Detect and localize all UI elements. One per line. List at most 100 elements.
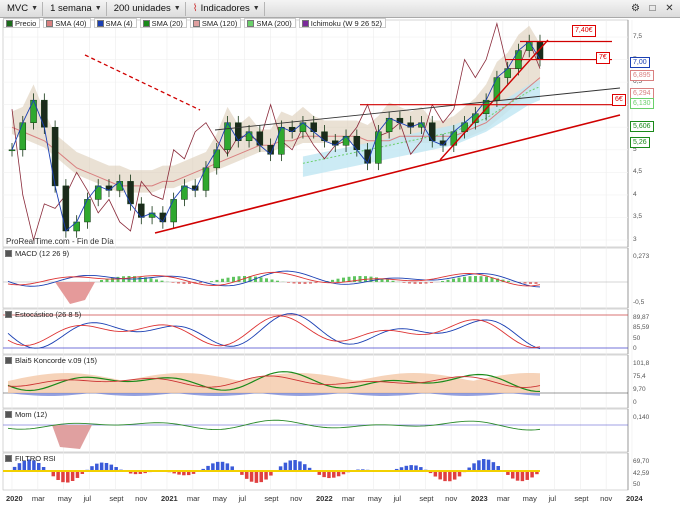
chevron-down-icon: ▼ bbox=[252, 5, 260, 12]
macd-hist-bar bbox=[430, 282, 433, 284]
rsi-bar bbox=[99, 462, 104, 471]
macd-hist-bar bbox=[144, 277, 147, 282]
rsi-bar bbox=[481, 459, 486, 471]
macd-hist-bar bbox=[424, 282, 428, 284]
macd-hist-bar bbox=[441, 280, 444, 282]
rsi-bar bbox=[114, 467, 118, 471]
macd-hist-bar bbox=[485, 276, 488, 282]
indicators-label: Indicadores bbox=[200, 3, 250, 14]
rsi-bar bbox=[419, 467, 423, 471]
legend-swatch bbox=[247, 19, 255, 27]
x-tick-label: 2022 bbox=[316, 494, 333, 503]
maximize-icon[interactable]: □ bbox=[649, 3, 656, 14]
legend-item[interactable]: SMA (20) bbox=[139, 18, 187, 28]
mom-line bbox=[7, 419, 541, 431]
stoch-d-line bbox=[7, 315, 541, 348]
panel-title: FILTRO RSI bbox=[15, 454, 56, 463]
units-selector[interactable]: 200 unidades ▼ bbox=[110, 1, 186, 16]
legend-item[interactable]: SMA (120) bbox=[189, 18, 242, 28]
rsi-bar bbox=[327, 471, 331, 479]
price-value-box: 7,00 bbox=[630, 57, 650, 68]
rsi-bar bbox=[438, 471, 442, 480]
rsi-bar bbox=[288, 460, 293, 471]
legend-swatch bbox=[192, 19, 200, 27]
rsi-bar bbox=[477, 460, 481, 471]
rsi-bar bbox=[254, 471, 259, 483]
price-tick-label: 7,5 bbox=[633, 33, 643, 41]
rsi-bar bbox=[80, 471, 85, 474]
legend-item[interactable]: SMA (200) bbox=[244, 18, 296, 28]
rsi-bar bbox=[399, 467, 404, 471]
legend-item[interactable]: Precio bbox=[3, 18, 41, 28]
rsi-bar bbox=[491, 462, 496, 471]
interval-label: 1 semana bbox=[50, 3, 92, 14]
panel-legend-mom: Mom (12) bbox=[5, 410, 47, 419]
panel-tick-label: 50 bbox=[633, 334, 641, 342]
x-tick-label: 2024 bbox=[626, 494, 643, 503]
rsi-bar bbox=[128, 471, 133, 474]
resistance-line bbox=[214, 87, 621, 131]
x-tick-label: nov bbox=[290, 494, 303, 503]
sma200-line bbox=[302, 86, 541, 164]
rsi-bar bbox=[303, 464, 307, 471]
macd-hist-bar bbox=[496, 278, 499, 282]
rsi-bar bbox=[66, 471, 70, 483]
rsi-bar bbox=[336, 471, 341, 477]
macd-hist-bar bbox=[149, 278, 153, 282]
panel-title: Blai5 Koncorde v.09 (15) bbox=[15, 356, 97, 365]
price-value-box: 6,130 bbox=[630, 98, 654, 109]
rsi-bar bbox=[32, 460, 36, 471]
x-tick-label: sept bbox=[574, 494, 589, 503]
macd-hist-bar bbox=[177, 282, 180, 284]
x-tick-label: sept bbox=[419, 494, 434, 503]
indicators-button[interactable]: ⌇ Indicadores ▼ bbox=[189, 1, 265, 16]
panel-tick-label: 0 bbox=[633, 345, 637, 352]
rsi-bar bbox=[211, 463, 215, 471]
rsi-bar bbox=[186, 471, 191, 476]
x-tick-label: sept bbox=[109, 494, 124, 503]
rsi-bar bbox=[172, 471, 176, 474]
macd-hist-bar bbox=[479, 276, 483, 282]
macd-hist-bar bbox=[474, 276, 477, 282]
symbol-selector[interactable]: MVC ▼ bbox=[3, 1, 44, 16]
settings-icon[interactable]: ⚙ bbox=[631, 3, 640, 14]
x-tick-label: jul bbox=[83, 494, 92, 503]
legend-swatch bbox=[5, 250, 12, 257]
legend-label: Precio bbox=[15, 18, 37, 28]
panel-tick-label: 101,8 bbox=[633, 360, 650, 367]
panel-legend-macd: MACD (12 26 9) bbox=[5, 249, 69, 258]
x-tick-label: mar bbox=[186, 494, 200, 503]
interval-selector[interactable]: 1 semana ▼ bbox=[46, 1, 107, 16]
rsi-bar bbox=[341, 471, 346, 475]
macd-hist-bar bbox=[457, 277, 461, 282]
rsi-bar bbox=[428, 471, 433, 474]
panel-tick-label: 69,70 bbox=[633, 458, 650, 465]
rsi-bar bbox=[143, 471, 147, 474]
legend-item[interactable]: Ichimoku (W 9 26 52) bbox=[298, 18, 387, 28]
legend-item[interactable]: SMA (40) bbox=[43, 18, 91, 28]
rsi-bar bbox=[22, 460, 27, 471]
panel-tick-label: 9,70 bbox=[633, 386, 646, 393]
candle-body bbox=[62, 185, 70, 232]
legend-item[interactable]: SMA (4) bbox=[93, 18, 137, 28]
close-icon[interactable]: ✕ bbox=[665, 3, 674, 14]
macd-hist-bar bbox=[314, 282, 318, 284]
panel-legend-stoch: Estocástico (26 8 5) bbox=[5, 310, 81, 319]
rsi-bar bbox=[215, 461, 220, 471]
x-tick-label: mar bbox=[31, 494, 45, 503]
macd-hist-bar bbox=[171, 282, 175, 283]
macd-hist-bar bbox=[100, 280, 103, 282]
chart-canvas bbox=[2, 19, 633, 491]
x-tick-label: may bbox=[212, 494, 227, 503]
price-value-box: 6,895 bbox=[630, 70, 654, 81]
rsi-bar bbox=[177, 471, 181, 475]
rsi-bar bbox=[496, 466, 500, 471]
legend-label: SMA (20) bbox=[151, 18, 183, 28]
main-legend: Precio SMA (40) SMA (4) SMA (20) SMA (120) SM… bbox=[3, 18, 387, 28]
rsi-bar bbox=[293, 460, 297, 471]
rsi-bar bbox=[525, 471, 529, 480]
macd-hist-bar bbox=[116, 276, 120, 282]
rsi-bar bbox=[12, 466, 17, 471]
panel-stoch bbox=[2, 308, 629, 355]
stoch-k-line bbox=[7, 313, 541, 350]
